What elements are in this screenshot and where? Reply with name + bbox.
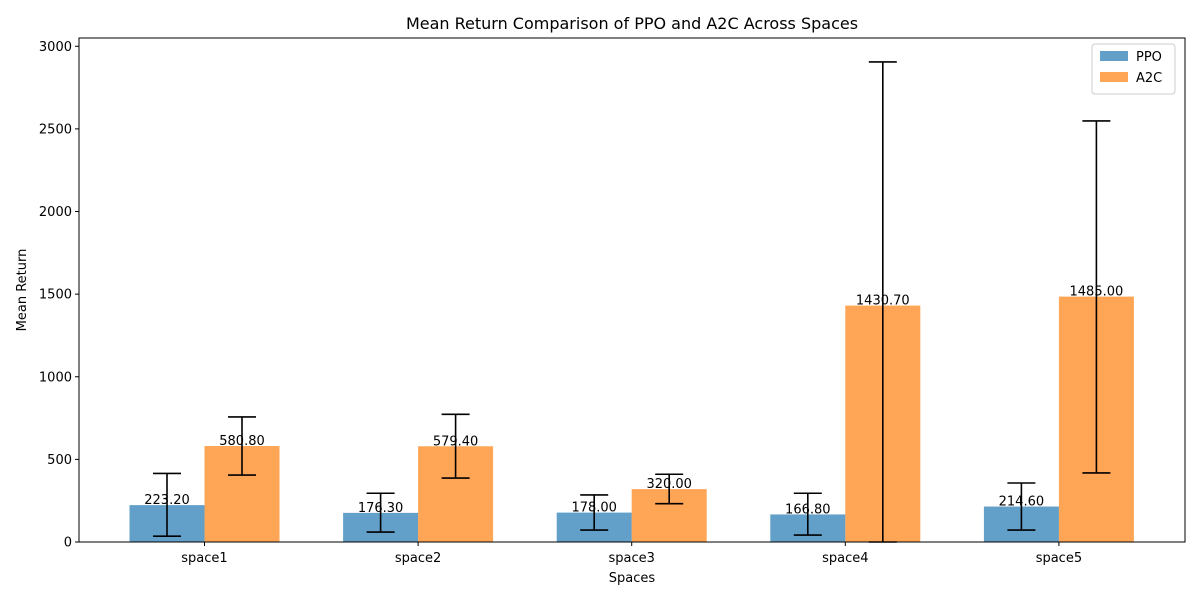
legend-swatch-a2c [1100, 72, 1128, 82]
data-labels-layer: 223.20 580.80 176.30 579.40 178.00 320.00 166.… [144, 285, 1123, 518]
data-label-ppo-space2: 176.30 [358, 501, 404, 516]
y-tick-label: 1000 [39, 370, 72, 385]
data-label-ppo-space4: 166.80 [785, 502, 831, 517]
data-label-ppo-space5: 214.60 [999, 495, 1045, 510]
legend: PPO A2C [1091, 43, 1176, 95]
bars-layer [129, 296, 1134, 542]
y-tick-label: 1500 [39, 288, 72, 303]
chart-title: Mean Return Comparison of PPO and A2C Ac… [406, 14, 858, 33]
legend-swatch-ppo [1100, 51, 1128, 61]
data-label-a2c-space2: 579.40 [433, 434, 479, 449]
x-tick-label: space1 [181, 551, 227, 566]
data-label-ppo-space3: 178.00 [571, 501, 617, 516]
legend-label-a2c: A2C [1136, 71, 1162, 86]
y-tick-label: 3000 [39, 40, 72, 55]
x-tick-label: space2 [395, 551, 441, 566]
data-label-a2c-space5: 1485.00 [1070, 285, 1124, 300]
legend-label-ppo: PPO [1136, 50, 1162, 65]
data-label-ppo-space1: 223.20 [144, 493, 190, 508]
data-label-a2c-space1: 580.80 [219, 434, 265, 449]
plot-frame [78, 37, 1186, 543]
x-tick-label: space3 [608, 551, 654, 566]
y-tick-label: 0 [64, 536, 72, 551]
y-axis-label: Mean Return [15, 249, 30, 332]
data-label-a2c-space3: 320.00 [646, 477, 692, 492]
x-tick-label: space5 [1036, 551, 1082, 566]
x-axis-label: Spaces [609, 571, 656, 586]
error-bars-layer [153, 61, 1111, 543]
y-tick-label: 2500 [39, 122, 72, 137]
x-tick-label: space4 [822, 551, 868, 566]
y-tick-label: 2000 [39, 205, 72, 220]
axes-layer: space1 space2 space3 space4 space5 0 500 1000 15… [39, 37, 1186, 566]
data-label-a2c-space4: 1430.70 [856, 294, 910, 309]
y-tick-label: 500 [47, 453, 72, 468]
